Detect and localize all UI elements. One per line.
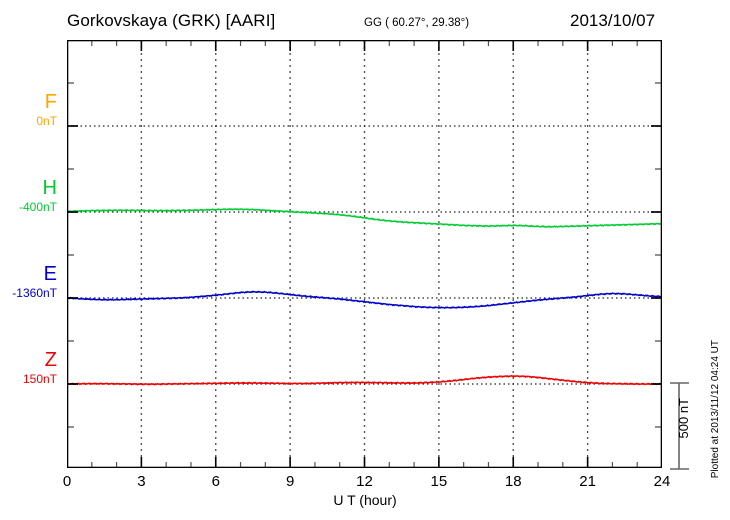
- magnetogram-svg: [67, 40, 662, 468]
- page-title: Gorkovskaya (GRK) [AARI]: [67, 11, 276, 30]
- component-baseline-h: -400nT: [18, 200, 57, 214]
- x-tick-label: 21: [579, 473, 596, 490]
- x-tick-label: 12: [356, 473, 373, 490]
- component-baseline-z: 150nT: [22, 372, 57, 386]
- x-tick-label: 24: [653, 473, 671, 490]
- x-tick-label: 15: [430, 473, 448, 490]
- component-baseline-e: -1360nT: [12, 286, 57, 300]
- observation-date: 2013/10/07: [570, 11, 656, 30]
- component-letter-f: F: [44, 91, 57, 113]
- trace-z: [67, 375, 662, 386]
- x-tick-label: 3: [137, 473, 146, 490]
- magnetogram-plot: [67, 40, 662, 468]
- gridlines: [140, 41, 589, 467]
- plotted-timestamp: Plotted at 2013/11/12 04:24 UT: [710, 340, 721, 479]
- component-letter-e: E: [43, 263, 57, 285]
- scale-bar-label: 500 nT: [676, 398, 691, 439]
- component-traces: [67, 208, 662, 386]
- trace-e: [67, 290, 662, 309]
- component-letter-h: H: [42, 177, 57, 199]
- axis-label-z: Z 150nT: [0, 350, 57, 385]
- x-tick-label: 18: [504, 473, 522, 490]
- component-baselines: [67, 125, 662, 385]
- axis-ticks: [67, 40, 662, 468]
- component-baseline-f: 0nT: [36, 114, 57, 128]
- axis-label-f: F 0nT: [0, 92, 57, 127]
- x-tick-label: 0: [62, 473, 72, 490]
- component-letter-z: Z: [44, 349, 57, 371]
- x-tick-label: 9: [285, 473, 295, 490]
- axis-label-e: E -1360nT: [0, 264, 57, 299]
- x-tick-label: 6: [211, 473, 220, 490]
- axis-label-h: H -400nT: [0, 178, 57, 213]
- geographic-coordinates: GG ( 60.27°, 29.38°): [364, 17, 470, 29]
- x-axis-title: U T (hour): [333, 492, 397, 508]
- trace-h: [67, 208, 662, 228]
- scale-bar: [670, 382, 689, 470]
- plot-border: [67, 40, 662, 468]
